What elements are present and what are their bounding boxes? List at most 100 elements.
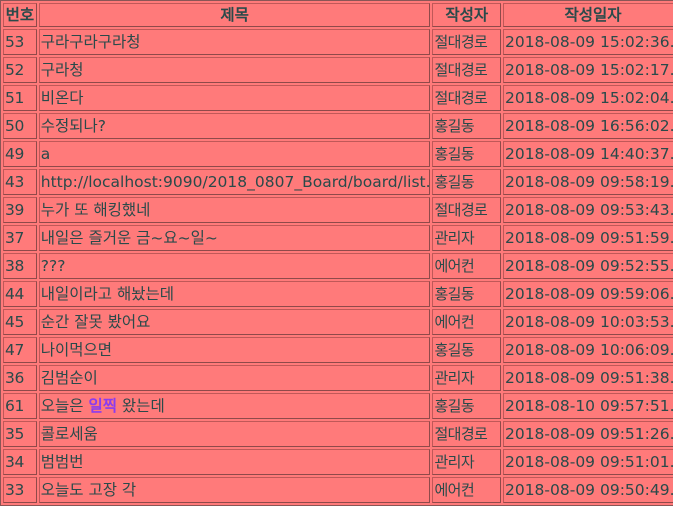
post-date: 2018-08-09 15:02:36.0: [503, 29, 673, 55]
table-row: 36 김범순이 관리자 2018-08-09 09:51:38.0: [3, 365, 673, 391]
post-title-link[interactable]: 구라청: [41, 61, 84, 79]
post-title-link[interactable]: 순간 잘못 봤어요: [41, 313, 151, 331]
post-author: 절대경로: [432, 57, 501, 83]
post-date: 2018-08-09 09:50:49.0: [503, 477, 673, 503]
post-title-cell: ???: [39, 253, 431, 279]
post-author: 홍길동: [432, 141, 501, 167]
post-title-link[interactable]: 내일은 즐거운 금~요~일~: [41, 229, 218, 247]
post-title-cell: 수정되나?: [39, 113, 431, 139]
post-author: 절대경로: [432, 29, 501, 55]
post-num: 45: [3, 309, 37, 335]
post-author: 홍길동: [432, 113, 501, 139]
post-date: 2018-08-09 09:53:43.0: [503, 197, 673, 223]
post-title-link[interactable]: http://localhost:9090/2018_0807_Board/bo…: [41, 173, 431, 191]
post-date: 2018-08-09 09:58:19.0: [503, 169, 673, 195]
post-author: 관리자: [432, 449, 501, 475]
post-author: 절대경로: [432, 421, 501, 447]
table-row: 53 구라구라구라청 절대경로 2018-08-09 15:02:36.0: [3, 29, 673, 55]
table-row: 50 수정되나? 홍길동 2018-08-09 16:56:02.0: [3, 113, 673, 139]
post-num: 61: [3, 393, 37, 419]
post-title-link[interactable]: 범범번: [41, 453, 84, 471]
post-date: 2018-08-09 10:06:09.0: [503, 337, 673, 363]
post-title-link[interactable]: 오늘도 고장 각: [41, 481, 136, 499]
post-author: 관리자: [432, 225, 501, 251]
table-row: 35 콜로세움 절대경로 2018-08-09 09:51:26.0: [3, 421, 673, 447]
post-title-link[interactable]: 내일이라고 해놨는데: [41, 285, 174, 303]
post-date: 2018-08-09 09:59:06.0: [503, 281, 673, 307]
post-title-cell: 누가 또 해킹했네: [39, 197, 431, 223]
post-num: 38: [3, 253, 37, 279]
post-title-cell: 오늘도 고장 각: [39, 477, 431, 503]
post-author: 홍길동: [432, 393, 501, 419]
table-row: 47 나이먹으면 홍길동 2018-08-09 10:06:09.0: [3, 337, 673, 363]
table-row: 49 a 홍길동 2018-08-09 14:40:37.0: [3, 141, 673, 167]
post-date: 2018-08-09 14:40:37.0: [503, 141, 673, 167]
post-num: 35: [3, 421, 37, 447]
post-date: 2018-08-09 09:52:55.0: [503, 253, 673, 279]
header-title: 제목: [39, 3, 431, 27]
table-row: 51 비온다 절대경로 2018-08-09 15:02:04.0: [3, 85, 673, 111]
post-title-cell: 김범순이: [39, 365, 431, 391]
post-date: 2018-08-09 09:51:59.0: [503, 225, 673, 251]
post-num: 47: [3, 337, 37, 363]
post-author: 에어컨: [432, 309, 501, 335]
post-title-cell: 범범번: [39, 449, 431, 475]
post-title-cell: a: [39, 141, 431, 167]
post-author: 절대경로: [432, 85, 501, 111]
post-title-link[interactable]: 김범순이: [41, 369, 98, 387]
title-text-post: 왔는데: [117, 397, 165, 415]
table-row: 43 http://localhost:9090/2018_0807_Board…: [3, 169, 673, 195]
post-date: 2018-08-09 15:02:04.0: [503, 85, 673, 111]
post-title-link[interactable]: 콜로세움: [41, 425, 98, 443]
post-num: 50: [3, 113, 37, 139]
post-num: 52: [3, 57, 37, 83]
post-title-cell: 오늘은 일찍 왔는데: [39, 393, 431, 419]
header-num: 번호: [3, 3, 37, 27]
post-date: 2018-08-10 09:57:51.0: [503, 393, 673, 419]
table-row: 33 오늘도 고장 각 에어컨 2018-08-09 09:50:49.0: [3, 477, 673, 503]
table-row: 38 ??? 에어컨 2018-08-09 09:52:55.0: [3, 253, 673, 279]
post-author: 에어컨: [432, 253, 501, 279]
post-date: 2018-08-09 09:51:26.0: [503, 421, 673, 447]
post-title-link[interactable]: 누가 또 해킹했네: [41, 201, 151, 219]
table-row: 37 내일은 즐거운 금~요~일~ 관리자 2018-08-09 09:51:5…: [3, 225, 673, 251]
post-title-link[interactable]: 나이먹으면: [41, 341, 112, 359]
post-title-cell: 순간 잘못 봤어요: [39, 309, 431, 335]
post-author: 에어컨: [432, 477, 501, 503]
post-title-cell: 구라청: [39, 57, 431, 83]
post-title-cell: 비온다: [39, 85, 431, 111]
post-title-cell: 나이먹으면: [39, 337, 431, 363]
table-row: 34 범범번 관리자 2018-08-09 09:51:01.0: [3, 449, 673, 475]
post-title-link[interactable]: 오늘은 일찍 왔는데: [41, 397, 165, 415]
post-num: 39: [3, 197, 37, 223]
post-date: 2018-08-09 15:02:17.0: [503, 57, 673, 83]
table-row: 52 구라청 절대경로 2018-08-09 15:02:17.0: [3, 57, 673, 83]
post-title-cell: http://localhost:9090/2018_0807_Board/bo…: [39, 169, 431, 195]
table-row: 45 순간 잘못 봤어요 에어컨 2018-08-09 10:03:53.0: [3, 309, 673, 335]
post-num: 44: [3, 281, 37, 307]
post-title-link[interactable]: ???: [41, 257, 66, 275]
post-title-cell: 내일이라고 해놨는데: [39, 281, 431, 307]
post-author: 절대경로: [432, 197, 501, 223]
post-num: 37: [3, 225, 37, 251]
table-header-row: 번호 제목 작성자 작성일자: [3, 3, 673, 27]
post-num: 36: [3, 365, 37, 391]
post-title-cell: 콜로세움: [39, 421, 431, 447]
post-num: 49: [3, 141, 37, 167]
title-highlight: 일찍: [88, 397, 117, 415]
post-title-link[interactable]: 수정되나?: [41, 117, 106, 135]
post-title-cell: 내일은 즐거운 금~요~일~: [39, 225, 431, 251]
title-text-pre: 오늘은: [41, 397, 89, 415]
post-author: 홍길동: [432, 169, 501, 195]
post-title-link[interactable]: 구라구라구라청: [41, 33, 141, 51]
post-title-link[interactable]: 비온다: [41, 89, 84, 107]
table-row: 39 누가 또 해킹했네 절대경로 2018-08-09 09:53:43.0: [3, 197, 673, 223]
post-date: 2018-08-09 09:51:38.0: [503, 365, 673, 391]
table-row: 61 오늘은 일찍 왔는데 홍길동 2018-08-10 09:57:51.0: [3, 393, 673, 419]
header-date: 작성일자: [503, 3, 673, 27]
post-author: 홍길동: [432, 281, 501, 307]
post-num: 34: [3, 449, 37, 475]
post-num: 53: [3, 29, 37, 55]
post-title-link[interactable]: a: [41, 145, 51, 163]
